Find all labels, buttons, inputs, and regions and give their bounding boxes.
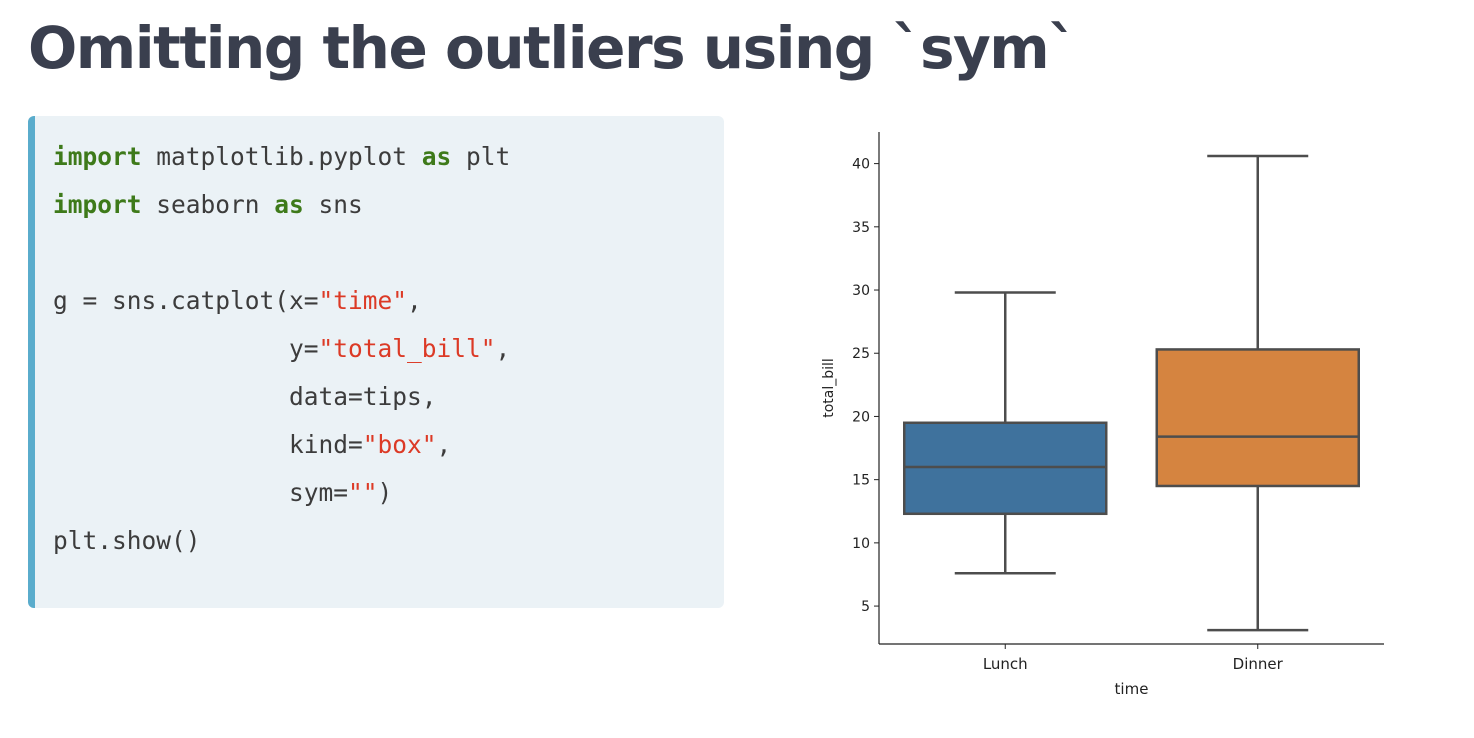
y-axis-label: total_bill — [821, 358, 837, 418]
x-axis-label: time — [1115, 680, 1149, 698]
y-tick-label: 40 — [852, 157, 870, 173]
y-tick-label: 30 — [852, 283, 870, 299]
y-tick-label: 5 — [861, 599, 870, 615]
code-line: sym="") — [53, 476, 510, 524]
code-lines: import matplotlib.pyplot as plt import se… — [53, 140, 510, 572]
code-keyword: as — [421, 142, 452, 171]
code-line: g = sns.catplot(x="time", — [53, 284, 510, 332]
code-line: y="total_bill", — [53, 332, 510, 380]
box-dinner — [1155, 348, 1360, 488]
slide-title: Omitting the outliers using `sym` — [28, 14, 1077, 82]
y-tick-label: 15 — [852, 473, 870, 489]
y-tick-label: 35 — [852, 220, 870, 236]
code-text: ) — [377, 478, 393, 507]
code-text: plt — [451, 142, 511, 171]
code-text: g = sns.catplot(x= — [53, 286, 319, 315]
code-text: matplotlib.pyplot — [141, 142, 422, 171]
code-text: plt.show() — [53, 526, 201, 555]
code-text: , — [407, 286, 422, 315]
code-string: "total_bill" — [318, 334, 496, 363]
code-keyword: import — [53, 142, 142, 171]
code-block: import matplotlib.pyplot as plt import se… — [28, 116, 724, 608]
code-line: data=tips, — [53, 380, 510, 428]
code-text: sns — [303, 190, 363, 219]
x-tick-label: Dinner — [1233, 655, 1284, 673]
y-tick-label: 20 — [852, 409, 870, 425]
code-text: seaborn — [141, 190, 275, 219]
code-line — [53, 236, 510, 284]
code-line: import seaborn as sns — [53, 188, 510, 236]
code-string: "time" — [318, 286, 408, 315]
code-line: plt.show() — [53, 524, 510, 572]
box-lunch — [903, 421, 1108, 516]
code-keyword: as — [274, 190, 304, 219]
code-line: import matplotlib.pyplot as plt — [53, 140, 510, 188]
code-text: kind= — [53, 430, 363, 459]
code-string: "" — [348, 478, 378, 507]
y-tick-label: 25 — [852, 346, 870, 362]
code-text: y= — [53, 334, 319, 363]
code-string: "box" — [362, 430, 437, 459]
boxplot-chart: 5 10 15 20 25 30 35 40 Lunch Dinner time total_bill — [821, 132, 1384, 698]
y-tick-label: 10 — [852, 536, 870, 552]
code-text: , — [436, 430, 452, 459]
code-text: sym= — [53, 478, 349, 507]
code-keyword: import — [53, 190, 142, 219]
x-tick-label: Lunch — [983, 655, 1028, 673]
code-line: kind="box", — [53, 428, 510, 476]
code-text: , — [495, 334, 511, 363]
code-text: data=tips, — [53, 382, 437, 411]
